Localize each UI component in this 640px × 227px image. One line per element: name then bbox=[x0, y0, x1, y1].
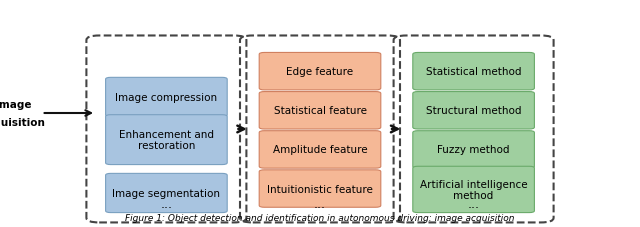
Text: ...: ... bbox=[161, 197, 172, 210]
Text: Image segmentation: Image segmentation bbox=[113, 188, 220, 198]
FancyBboxPatch shape bbox=[413, 53, 534, 91]
Text: Amplitude feature: Amplitude feature bbox=[273, 145, 367, 155]
Text: ...: ... bbox=[468, 197, 479, 210]
Text: Intuitionistic feature: Intuitionistic feature bbox=[267, 184, 373, 194]
FancyBboxPatch shape bbox=[413, 131, 534, 168]
Text: Statistical method: Statistical method bbox=[426, 67, 522, 77]
Text: Edge feature: Edge feature bbox=[287, 67, 353, 77]
Text: Figure 1: Object detection and identification in autonomous driving: image acqui: Figure 1: Object detection and identific… bbox=[125, 214, 515, 222]
Text: Fuzzy method: Fuzzy method bbox=[437, 145, 510, 155]
Text: ...: ... bbox=[314, 197, 326, 210]
Text: Artificial intelligence
method: Artificial intelligence method bbox=[420, 179, 527, 200]
Text: Statistical feature: Statistical feature bbox=[273, 106, 367, 116]
FancyBboxPatch shape bbox=[106, 78, 227, 117]
FancyBboxPatch shape bbox=[259, 53, 381, 91]
FancyBboxPatch shape bbox=[106, 174, 227, 213]
Text: acquisition: acquisition bbox=[0, 118, 45, 128]
Text: Image: Image bbox=[0, 99, 31, 109]
FancyBboxPatch shape bbox=[259, 131, 381, 168]
Text: Structural method: Structural method bbox=[426, 106, 522, 116]
FancyBboxPatch shape bbox=[413, 167, 534, 213]
FancyBboxPatch shape bbox=[413, 92, 534, 129]
Text: Image compression: Image compression bbox=[115, 93, 218, 103]
FancyBboxPatch shape bbox=[259, 170, 381, 207]
FancyBboxPatch shape bbox=[259, 92, 381, 129]
FancyBboxPatch shape bbox=[106, 115, 227, 165]
Text: Enhancement and
restoration: Enhancement and restoration bbox=[119, 129, 214, 151]
